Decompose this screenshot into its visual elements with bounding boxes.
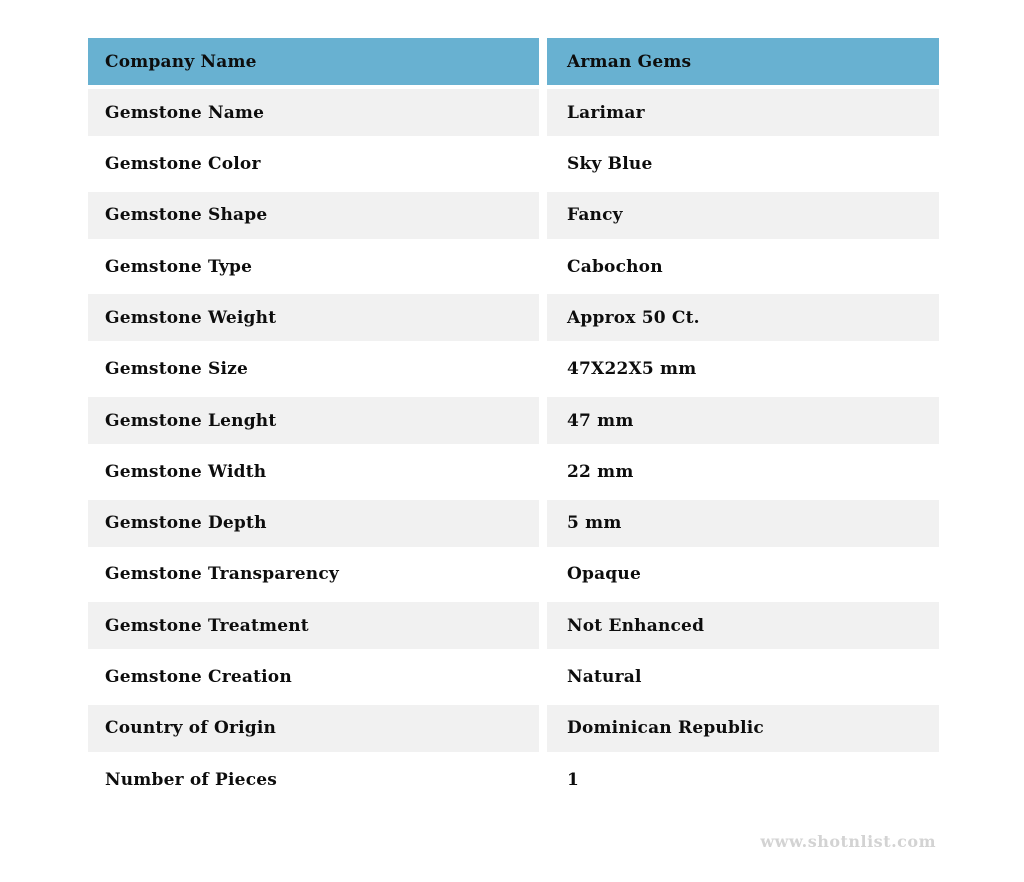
spec-label: Country of Origin <box>88 704 539 752</box>
gemstone-spec-table: Company Name Arman Gems Gemstone Name La… <box>88 38 939 804</box>
spec-label: Gemstone Transparency <box>88 550 539 598</box>
spec-label: Gemstone Shape <box>88 191 539 239</box>
spec-label: Gemstone Type <box>88 243 539 291</box>
watermark: www.shotnlist.com <box>760 832 936 851</box>
spec-label: Gemstone Width <box>88 448 539 496</box>
spec-value: Natural <box>547 653 939 701</box>
spec-value: Fancy <box>547 191 939 239</box>
spec-label: Gemstone Creation <box>88 653 539 701</box>
spec-value: 47X22X5 mm <box>547 345 939 393</box>
spec-value: Larimar <box>547 89 939 137</box>
spec-value: Dominican Republic <box>547 704 939 752</box>
spec-value: Opaque <box>547 550 939 598</box>
spec-value: Approx 50 Ct. <box>547 294 939 342</box>
spec-value: Not Enhanced <box>547 602 939 650</box>
spec-value: 5 mm <box>547 499 939 547</box>
spec-label: Gemstone Lenght <box>88 397 539 445</box>
spec-label: Gemstone Depth <box>88 499 539 547</box>
header-value-cell: Arman Gems <box>547 38 939 85</box>
spec-value: 22 mm <box>547 448 939 496</box>
spec-label: Gemstone Name <box>88 89 539 137</box>
spec-label: Gemstone Weight <box>88 294 539 342</box>
spec-label: Gemstone Size <box>88 345 539 393</box>
spec-value: 1 <box>547 756 939 804</box>
spec-value: Sky Blue <box>547 140 939 188</box>
spec-label: Number of Pieces <box>88 756 539 804</box>
spec-label: Gemstone Treatment <box>88 602 539 650</box>
spec-label: Gemstone Color <box>88 140 539 188</box>
spec-value: 47 mm <box>547 397 939 445</box>
header-label-cell: Company Name <box>88 38 539 85</box>
spec-value: Cabochon <box>547 243 939 291</box>
